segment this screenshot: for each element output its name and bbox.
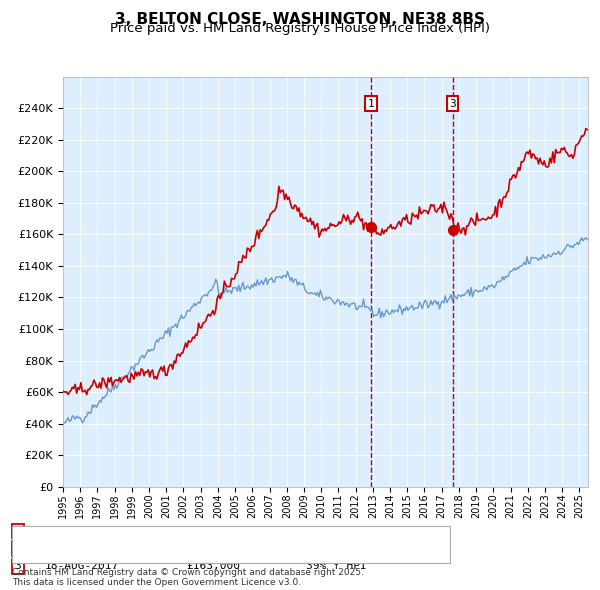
Text: 3: 3 bbox=[449, 99, 456, 109]
Text: Contains HM Land Registry data © Crown copyright and database right 2025.
This d: Contains HM Land Registry data © Crown c… bbox=[12, 568, 364, 587]
Text: Price paid vs. HM Land Registry's House Price Index (HPI): Price paid vs. HM Land Registry's House … bbox=[110, 22, 490, 35]
Text: 22-NOV-2012: 22-NOV-2012 bbox=[45, 526, 119, 536]
Text: £165,000: £165,000 bbox=[186, 526, 240, 536]
Text: 53% ↑ HPI: 53% ↑ HPI bbox=[306, 526, 367, 536]
Text: £163,000: £163,000 bbox=[186, 562, 240, 571]
Text: 1: 1 bbox=[14, 526, 22, 536]
Text: 3: 3 bbox=[14, 562, 22, 571]
Text: 3, BELTON CLOSE, WASHINGTON, NE38 8BS: 3, BELTON CLOSE, WASHINGTON, NE38 8BS bbox=[115, 12, 485, 27]
Text: 1: 1 bbox=[368, 99, 374, 109]
Text: 18-AUG-2017: 18-AUG-2017 bbox=[45, 562, 119, 571]
Text: £170,000: £170,000 bbox=[186, 544, 240, 553]
Text: 3, BELTON CLOSE, WASHINGTON, NE38 8BS (semi-detached house): 3, BELTON CLOSE, WASHINGTON, NE38 8BS (s… bbox=[51, 532, 401, 542]
Text: HPI: Average price, semi-detached house, Sunderland: HPI: Average price, semi-detached house,… bbox=[51, 550, 332, 559]
Text: 47% ↑ HPI: 47% ↑ HPI bbox=[306, 544, 367, 553]
Text: 28-JUN-2017: 28-JUN-2017 bbox=[45, 544, 119, 553]
Text: 2: 2 bbox=[14, 544, 22, 553]
Text: 39% ↑ HPI: 39% ↑ HPI bbox=[306, 562, 367, 571]
